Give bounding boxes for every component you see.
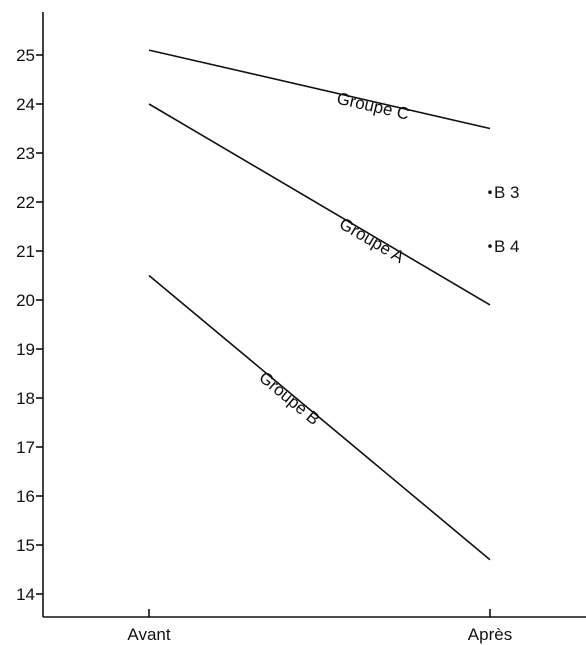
points: B 3 B 4 <box>488 183 520 256</box>
y-tick-label: 14 <box>16 585 35 604</box>
series-label: Groupe B <box>255 368 323 429</box>
series-line <box>148 103 491 306</box>
series-line <box>148 274 491 561</box>
series-lines <box>148 49 491 561</box>
y-ticks: 14 15 16 17 18 19 20 21 22 23 24 25 <box>16 46 43 604</box>
data-point <box>488 244 492 248</box>
series-labels: Groupe C Groupe A Groupe B <box>255 89 411 429</box>
y-tick-label: 19 <box>16 340 35 359</box>
series-label: Groupe C <box>335 89 411 124</box>
y-tick-label: 23 <box>16 144 35 163</box>
axes <box>42 12 586 618</box>
y-tick-label: 16 <box>16 487 35 506</box>
point-label: B 3 <box>494 183 520 202</box>
y-tick-label: 25 <box>16 46 35 65</box>
y-tick-label: 20 <box>16 291 35 310</box>
x-tick-label: Avant <box>127 625 170 644</box>
series-label: Groupe A <box>336 214 408 267</box>
y-tick-label: 15 <box>16 536 35 555</box>
y-tick-label: 21 <box>16 242 35 261</box>
y-tick-label: 18 <box>16 389 35 408</box>
data-point <box>488 190 492 194</box>
x-tick-label: Après <box>468 625 512 644</box>
y-tick-label: 22 <box>16 193 35 212</box>
y-tick-label: 24 <box>16 95 35 114</box>
x-ticks: Avant Après <box>127 609 512 644</box>
series-line <box>148 49 491 130</box>
y-tick-label: 17 <box>16 438 35 457</box>
point-label: B 4 <box>494 237 520 256</box>
